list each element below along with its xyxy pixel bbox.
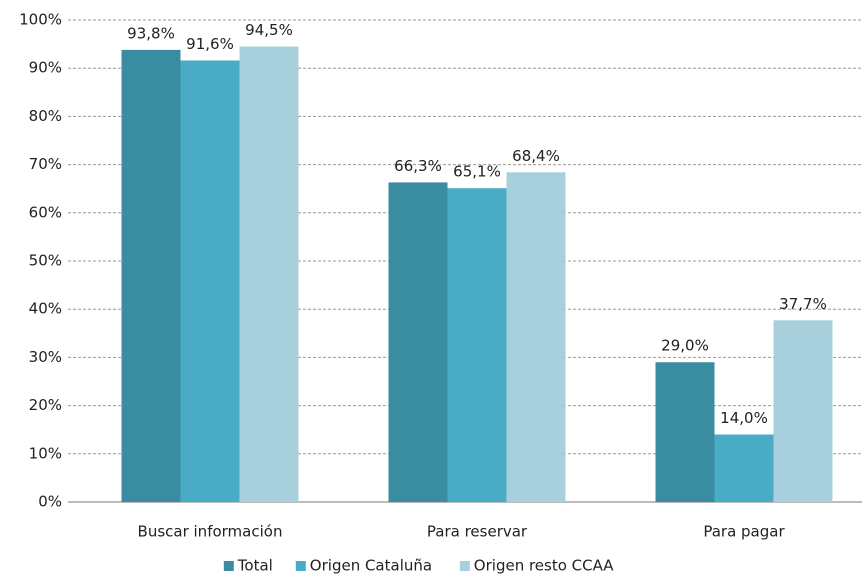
y-tick-label: 40% <box>29 300 62 318</box>
y-tick-label: 0% <box>38 493 62 511</box>
x-tick-label: Para reservar <box>427 523 528 541</box>
x-tick-label: Buscar información <box>138 523 283 541</box>
data-label: 93,8% <box>127 24 175 42</box>
legend-label: Origen resto CCAA <box>474 557 614 575</box>
y-tick-label: 60% <box>29 203 62 221</box>
bar <box>506 172 566 502</box>
y-tick-label: 70% <box>29 155 62 173</box>
y-tick-label: 20% <box>29 396 62 414</box>
y-tick-label: 10% <box>29 444 62 462</box>
y-tick-label: 30% <box>29 348 62 366</box>
legend-label: Origen Cataluña <box>310 557 432 575</box>
y-tick-label: 90% <box>29 59 62 77</box>
data-label: 14,0% <box>720 409 768 427</box>
bar <box>447 188 507 502</box>
data-label: 91,6% <box>186 35 234 53</box>
bar <box>239 46 299 502</box>
legend-swatch <box>223 561 234 571</box>
data-label: 29,0% <box>661 337 709 355</box>
data-label: 65,1% <box>453 163 501 181</box>
y-tick-label: 80% <box>29 107 62 125</box>
data-label: 94,5% <box>245 21 293 39</box>
bar <box>714 434 774 502</box>
data-label: 68,4% <box>512 147 560 165</box>
data-label: 66,3% <box>394 157 442 175</box>
bar <box>773 320 833 502</box>
legend-swatch <box>459 561 470 571</box>
bar <box>655 362 715 502</box>
legend-label: Total <box>237 557 273 575</box>
y-tick-label: 50% <box>29 252 62 270</box>
bar <box>388 182 448 502</box>
bar <box>121 49 181 502</box>
x-tick-label: Para pagar <box>703 523 785 541</box>
bar <box>180 60 240 502</box>
y-tick-label: 100% <box>19 11 62 29</box>
data-label: 37,7% <box>779 295 827 313</box>
legend-swatch <box>295 561 306 571</box>
